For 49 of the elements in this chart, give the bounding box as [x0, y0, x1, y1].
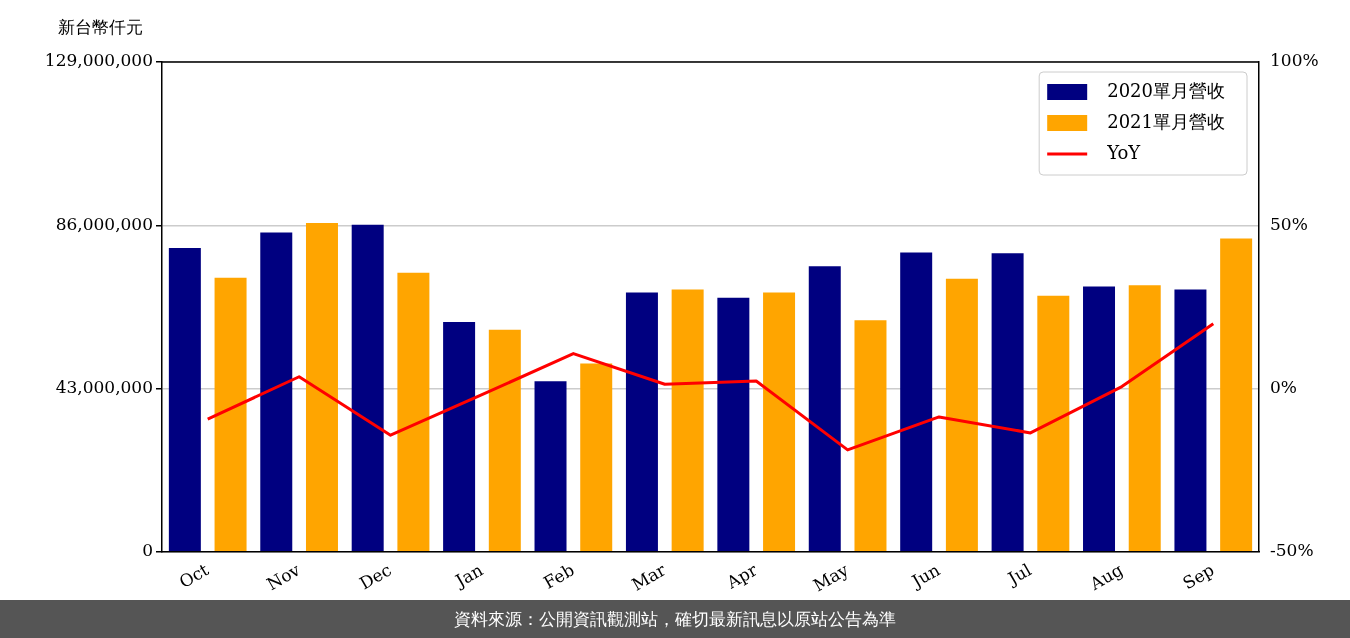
bar — [991, 253, 1024, 552]
x-tick-label: Sep — [1179, 559, 1218, 594]
x-tick-label: Oct — [175, 559, 213, 593]
bar — [214, 277, 247, 552]
bar — [580, 363, 613, 552]
x-tick-label: Dec — [356, 559, 395, 594]
bar — [1174, 289, 1207, 552]
bar — [671, 289, 704, 552]
legend-label: 2021單月營收 — [1107, 110, 1225, 132]
x-tick-label: Apr — [722, 559, 762, 594]
x-tick-label: Jun — [906, 559, 944, 593]
bar — [763, 292, 796, 552]
y2-tick-label: 0% — [1270, 376, 1297, 397]
bar — [351, 224, 384, 552]
bar — [808, 266, 841, 552]
y-tick-label: 129,000,000 — [44, 50, 153, 71]
y2-tick-label: 50% — [1270, 213, 1308, 234]
legend-label: YoY — [1106, 141, 1142, 163]
x-tick-label: Jan — [450, 559, 487, 592]
legend-label: 2020單月營收 — [1107, 79, 1225, 101]
bar — [488, 329, 521, 552]
bar — [1083, 286, 1116, 552]
y2-tick-label: -50% — [1270, 540, 1314, 561]
bar — [717, 297, 750, 552]
x-tick-label: Aug — [1085, 559, 1127, 595]
bar — [397, 272, 430, 552]
x-tick-label: May — [809, 559, 853, 596]
bar — [1128, 285, 1161, 552]
y-axis-title: 新台幣仟元 — [58, 16, 143, 39]
bar — [1220, 238, 1253, 552]
bar — [945, 278, 978, 552]
x-tick-label: Jul — [1002, 559, 1035, 590]
bar — [854, 320, 887, 552]
y-tick-label: 86,000,000 — [55, 213, 153, 234]
bar — [1037, 295, 1070, 552]
y-tick-label: 43,000,000 — [55, 376, 153, 397]
x-tick-label: Nov — [263, 559, 304, 595]
bar — [260, 232, 293, 552]
source-note: 資料來源：公開資訊觀測站，確切最新訊息以原站公告為準 — [0, 600, 1350, 638]
bar — [534, 381, 567, 552]
bar — [168, 248, 201, 552]
bar — [305, 222, 338, 552]
x-tick-label: Feb — [540, 559, 578, 593]
bar — [443, 322, 476, 552]
x-tick-label: Mar — [628, 559, 670, 595]
y-tick-label: 0 — [142, 540, 153, 561]
bar — [625, 292, 658, 552]
bar — [900, 252, 933, 552]
y2-tick-label: 100% — [1270, 50, 1319, 71]
